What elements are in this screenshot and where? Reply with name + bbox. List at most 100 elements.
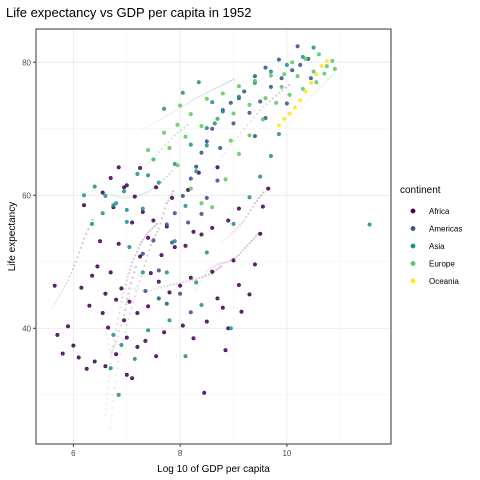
trail-dot bbox=[195, 287, 198, 290]
point-africa bbox=[172, 245, 177, 250]
trail-dot bbox=[128, 180, 132, 184]
trail-dot bbox=[173, 134, 176, 137]
trail-dot bbox=[111, 407, 114, 410]
trail-dot bbox=[111, 348, 114, 351]
point-europe bbox=[314, 80, 319, 85]
trail-dot bbox=[168, 113, 171, 116]
point-oceania bbox=[324, 58, 329, 63]
point-americas bbox=[242, 89, 247, 94]
point-americas bbox=[180, 193, 185, 198]
trail-dot bbox=[165, 202, 168, 205]
trail-dot bbox=[117, 196, 120, 199]
trail-dot bbox=[141, 167, 144, 170]
trail-dot bbox=[173, 109, 176, 112]
point-africa bbox=[151, 218, 156, 223]
trail-dot bbox=[143, 264, 146, 267]
trail-dot bbox=[152, 122, 155, 125]
trail-dot bbox=[195, 278, 198, 281]
point-asia bbox=[156, 180, 161, 185]
point-africa bbox=[124, 372, 129, 377]
trail-dot bbox=[132, 257, 135, 260]
x-axis-title: Log 10 of GDP per capita bbox=[157, 464, 270, 475]
point-africa bbox=[108, 270, 113, 275]
trail-dot bbox=[239, 131, 243, 134]
trail-dot bbox=[157, 119, 160, 122]
trail-dot bbox=[214, 163, 217, 166]
trail-dot bbox=[147, 190, 150, 193]
trail-dot bbox=[234, 228, 237, 231]
trail-dot bbox=[114, 380, 117, 383]
trail-dot bbox=[81, 242, 84, 245]
point-europe bbox=[199, 201, 204, 206]
trail-dot bbox=[176, 108, 179, 111]
trail-dot bbox=[166, 284, 169, 287]
trail-dot bbox=[107, 343, 110, 346]
point-americas bbox=[210, 126, 215, 131]
trail-dot bbox=[254, 235, 257, 238]
trail-dot bbox=[165, 114, 168, 117]
trail-dot bbox=[146, 254, 149, 257]
trail-dot bbox=[115, 195, 118, 198]
point-europe bbox=[183, 134, 188, 139]
trail-dot bbox=[131, 195, 134, 198]
point-asia bbox=[124, 219, 129, 224]
trail-dot bbox=[160, 117, 163, 120]
trail-dot bbox=[242, 249, 245, 252]
point-asia bbox=[108, 366, 113, 371]
trail-dot bbox=[250, 239, 253, 242]
trail-dot bbox=[218, 262, 221, 265]
trail-dot bbox=[138, 280, 141, 283]
y-axis-ticks: 40 60 80 bbox=[22, 58, 36, 333]
trail-dot bbox=[119, 353, 122, 356]
trail-dot bbox=[159, 222, 162, 225]
trail-dot bbox=[140, 275, 143, 278]
trail-dot bbox=[116, 367, 119, 370]
trail-dot bbox=[78, 251, 81, 254]
point-europe bbox=[210, 205, 215, 210]
point-asia bbox=[183, 354, 188, 359]
point-europe bbox=[324, 64, 329, 69]
trail-dot bbox=[115, 373, 118, 376]
point-europe bbox=[290, 60, 295, 65]
trail-dot bbox=[189, 100, 192, 103]
point-americas bbox=[268, 84, 273, 89]
point-africa bbox=[76, 355, 81, 360]
trail-dot bbox=[167, 199, 170, 202]
trail-dot bbox=[227, 81, 230, 84]
point-europe bbox=[151, 157, 156, 162]
point-oceania bbox=[292, 105, 297, 110]
point-americas bbox=[276, 57, 281, 62]
point-asia bbox=[367, 222, 372, 227]
point-asia bbox=[162, 106, 167, 111]
trail-dot bbox=[99, 190, 102, 193]
trail-dot bbox=[211, 89, 214, 92]
point-americas bbox=[151, 238, 156, 243]
legend-label-americas: Americas bbox=[429, 225, 462, 234]
y-tick-label: 80 bbox=[22, 58, 31, 67]
point-europe bbox=[287, 92, 292, 97]
trail-dot bbox=[144, 259, 148, 262]
point-asia bbox=[116, 392, 121, 397]
point-africa bbox=[154, 185, 159, 190]
trail-dot bbox=[185, 280, 188, 283]
trail-dot bbox=[221, 83, 224, 86]
trail-dot bbox=[232, 78, 235, 81]
point-asia bbox=[100, 211, 105, 216]
trail-dot bbox=[207, 269, 211, 272]
trail-dot bbox=[205, 91, 208, 94]
point-europe bbox=[311, 69, 316, 74]
trail-dot bbox=[208, 90, 211, 93]
trail-dot bbox=[210, 267, 213, 270]
trail-dot bbox=[133, 271, 136, 274]
trail-dot bbox=[215, 268, 218, 272]
trail-dot bbox=[246, 244, 249, 247]
trail-dot bbox=[129, 282, 133, 285]
point-europe bbox=[220, 91, 225, 96]
trail-dot bbox=[125, 323, 128, 327]
trail-dot bbox=[255, 199, 259, 202]
trail-dot bbox=[180, 129, 183, 132]
trail-dot bbox=[243, 219, 246, 222]
point-africa bbox=[178, 283, 183, 288]
point-europe bbox=[303, 56, 308, 61]
trail-dot bbox=[57, 296, 60, 299]
